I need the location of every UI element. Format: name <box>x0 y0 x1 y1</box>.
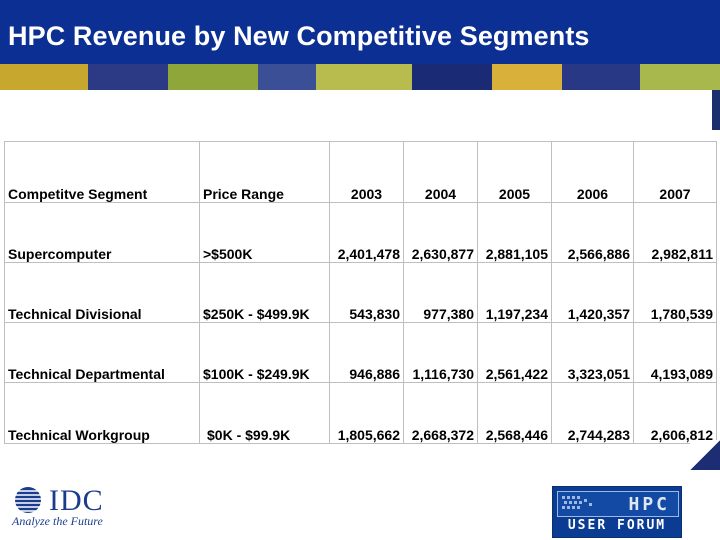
price-range-cell: >$500K <box>199 202 330 263</box>
revenue-table: Competitve Segment Price Range 2003 2004… <box>4 141 717 444</box>
segment-cell: Technical Workgroup <box>4 382 200 444</box>
stripe-segment <box>640 64 720 90</box>
value-cell: 1,116,730 <box>403 322 478 383</box>
edge-decoration <box>712 90 720 130</box>
value-cell: 3,323,051 <box>551 322 634 383</box>
stripe-segment <box>168 64 258 90</box>
stripe-segment <box>412 64 492 90</box>
value-cell: 2,982,811 <box>633 202 717 263</box>
value-cell: 1,197,234 <box>477 262 552 323</box>
value-cell: 4,193,089 <box>633 322 717 383</box>
idc-globe-icon <box>14 487 42 513</box>
value-cell: 543,830 <box>329 262 404 323</box>
value-cell: 1,780,539 <box>633 262 717 323</box>
table-row: Supercomputer >$500K 2,401,478 2,630,877… <box>4 202 717 263</box>
header-cell: 2003 <box>329 141 404 203</box>
segment-cell: Technical Divisional <box>4 262 200 323</box>
value-cell: 1,420,357 <box>551 262 634 323</box>
stripe-segment <box>562 64 640 90</box>
stripe-segment <box>492 64 562 90</box>
header-cell: 2004 <box>403 141 478 203</box>
value-cell: 1,805,662 <box>329 382 404 444</box>
value-cell: 2,566,886 <box>551 202 634 263</box>
user-forum-label: USER FORUM <box>567 518 667 533</box>
corner-decoration <box>690 440 720 470</box>
value-cell: 946,886 <box>329 322 404 383</box>
price-range-cell: $250K - $499.9K <box>199 262 330 323</box>
idc-tagline: Analyze the Future <box>12 514 103 528</box>
title-bar: HPC Revenue by New Competitive Segments <box>0 0 720 64</box>
value-cell: 2,561,422 <box>477 322 552 383</box>
hpc-logo-panel: HPC <box>557 491 679 517</box>
value-cell: 2,568,446 <box>477 382 552 444</box>
value-cell: 2,401,478 <box>329 202 404 263</box>
table-row: Technical Divisional $250K - $499.9K 543… <box>4 262 717 323</box>
segment-cell: Technical Departmental <box>4 322 200 383</box>
stripe-segment <box>316 64 412 90</box>
value-cell: 977,380 <box>403 262 478 323</box>
header-cell: 2006 <box>551 141 634 203</box>
header-cell: Competitve Segment <box>4 141 200 203</box>
stripe-segment <box>258 64 316 90</box>
value-cell: 2,606,812 <box>633 382 717 444</box>
table-header-row: Competitve Segment Price Range 2003 2004… <box>4 141 717 203</box>
table-row: Technical Departmental $100K - $249.9K 9… <box>4 322 717 383</box>
pixel-grid-icon <box>562 496 592 509</box>
idc-logo: IDC Analyze the Future <box>12 483 132 529</box>
value-cell: 2,881,105 <box>477 202 552 263</box>
stripe-segment <box>88 64 168 90</box>
value-cell: 2,668,372 <box>403 382 478 444</box>
hpc-user-forum-logo: HPC USER FORUM <box>552 486 682 538</box>
stripe-segment <box>0 64 88 90</box>
header-cell: Price Range <box>199 141 330 203</box>
price-range-cell: $100K - $249.9K <box>199 322 330 383</box>
segment-cell: Supercomputer <box>4 202 200 263</box>
idc-wordmark: IDC <box>49 484 104 517</box>
header-cell: 2005 <box>477 141 552 203</box>
slide-title: HPC Revenue by New Competitive Segments <box>8 21 590 51</box>
table-row: Technical Workgroup $0K - $99.9K 1,805,6… <box>4 382 717 444</box>
value-cell: 2,744,283 <box>551 382 634 444</box>
decorative-stripe <box>0 64 720 90</box>
data-table-container: Competitve Segment Price Range 2003 2004… <box>4 141 717 444</box>
price-range-cell: $0K - $99.9K <box>199 382 330 444</box>
header-cell: 2007 <box>633 141 717 203</box>
value-cell: 2,630,877 <box>403 202 478 263</box>
hpc-wordmark: HPC <box>628 494 670 515</box>
